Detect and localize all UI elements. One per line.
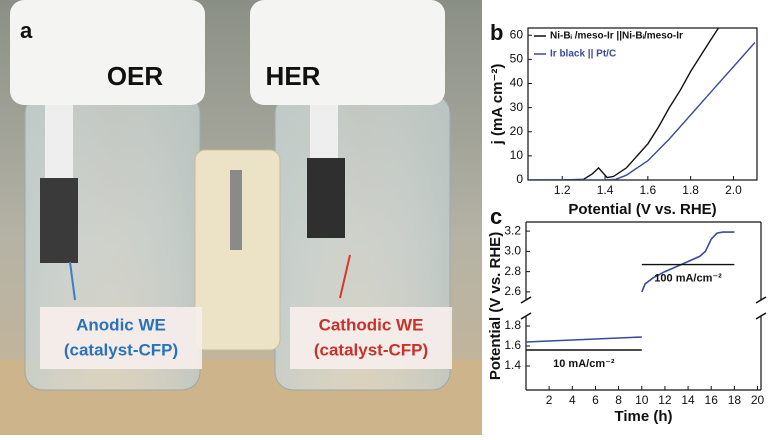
axis-break bbox=[520, 296, 532, 304]
panel-label: c bbox=[490, 204, 502, 229]
x-tick-label: 18 bbox=[728, 393, 742, 407]
photo-label: Anodic WE bbox=[76, 315, 166, 334]
y-tick-label: 50 bbox=[510, 52, 524, 66]
x-axis-label: Potential (V vs. RHE) bbox=[568, 201, 716, 218]
photo-label: (catalyst-CFP) bbox=[64, 340, 178, 359]
y-tick-label: 3.0 bbox=[504, 244, 521, 258]
x-tick-label: 2.0 bbox=[725, 183, 742, 197]
photo-label: (catalyst-CFP) bbox=[314, 340, 428, 359]
y-tick-label: 20 bbox=[510, 124, 524, 138]
arrow bbox=[339, 254, 351, 299]
electrode bbox=[307, 158, 345, 238]
photo-title: HER bbox=[266, 61, 321, 91]
y-tick-label: 10 bbox=[510, 148, 524, 162]
x-tick-label: 1.6 bbox=[640, 183, 657, 197]
plot-lines bbox=[530, 28, 756, 180]
holder bbox=[310, 105, 338, 160]
x-tick-label: 16 bbox=[705, 393, 719, 407]
arrow bbox=[69, 261, 76, 301]
x-tick-label: 6 bbox=[592, 393, 599, 407]
lid bbox=[10, 0, 205, 105]
axis-break bbox=[520, 312, 532, 320]
y-tick-label: 2.8 bbox=[504, 264, 521, 278]
photo: a OER HER Anodic WE (catalyst-CFP) Catho… bbox=[0, 0, 482, 435]
y-tick-label: 40 bbox=[510, 76, 524, 90]
photo-title: OER bbox=[107, 61, 164, 91]
y-axis-label: Potential (V vs. RHE) bbox=[487, 232, 504, 380]
axis-break bbox=[755, 296, 767, 304]
y-axis-label: j (mA cm⁻²) bbox=[489, 64, 506, 146]
y-tick-label: 30 bbox=[510, 100, 524, 114]
y-tick-label: 60 bbox=[510, 27, 524, 41]
y-tick-label: 2.6 bbox=[504, 284, 521, 298]
x-tick-label: 1.4 bbox=[597, 183, 614, 197]
label-box bbox=[290, 307, 452, 369]
label-box bbox=[40, 307, 202, 369]
panel-label: b bbox=[490, 20, 503, 45]
axis-break bbox=[755, 312, 767, 320]
x-tick-label: 20 bbox=[751, 393, 765, 407]
x-tick-label: 12 bbox=[658, 393, 672, 407]
photo-label: Cathodic WE bbox=[319, 315, 424, 334]
x-tick-label: 8 bbox=[615, 393, 622, 407]
x-tick-label: 2 bbox=[546, 393, 553, 407]
panel-label: a bbox=[20, 18, 33, 43]
x-tick-label: 1.8 bbox=[682, 183, 699, 197]
annotation: 10 mA/cm⁻² bbox=[553, 358, 615, 370]
x-tick-label: 1.2 bbox=[554, 183, 571, 197]
plot-frame bbox=[527, 27, 758, 181]
x-tick-label: 4 bbox=[569, 393, 576, 407]
y-tick-label: 1.8 bbox=[504, 318, 521, 332]
legend-label: Ni-Bᵢ /meso-Ir ||Ni-Bᵢ/meso-Ir bbox=[550, 31, 683, 42]
holder bbox=[45, 105, 73, 180]
electrode bbox=[40, 178, 78, 263]
y-tick-label: 1.4 bbox=[504, 358, 521, 372]
y-tick-label: 3.2 bbox=[504, 223, 521, 237]
y-tick-label: 0 bbox=[516, 172, 523, 186]
x-tick-label: 14 bbox=[681, 393, 695, 407]
legend-label: Ir black || Pt/C bbox=[550, 49, 616, 60]
x-axis-label: Time (h) bbox=[614, 408, 672, 425]
data-line bbox=[525, 231, 735, 343]
y-tick-label: 1.6 bbox=[504, 338, 521, 352]
lid bbox=[250, 0, 445, 105]
x-tick-label: 10 bbox=[635, 393, 649, 407]
annotation: 100 mA/cm⁻² bbox=[654, 272, 722, 284]
data-line bbox=[530, 42, 756, 180]
clamp-rod bbox=[230, 170, 242, 250]
